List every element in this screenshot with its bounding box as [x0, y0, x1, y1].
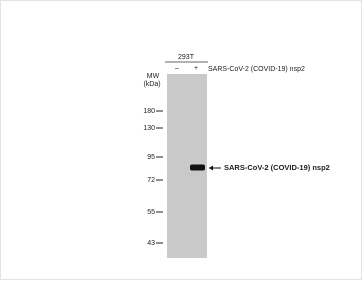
marker-label: 55 [147, 209, 155, 216]
mw-unit: (kDa) [143, 81, 160, 88]
marker-label: 95 [147, 154, 155, 161]
band [190, 165, 205, 171]
marker-label: 180 [143, 108, 155, 115]
lane-label: – [175, 65, 179, 72]
cell-line: 293T [178, 54, 195, 61]
band-label: SARS-CoV-2 (COVID-19) nsp2 [224, 163, 330, 172]
treatment-label: SARS-CoV-2 (COVID-19) nsp2 [208, 66, 305, 73]
marker-label: 72 [147, 177, 155, 184]
marker-label: 130 [143, 125, 155, 132]
figure: 293T – + SARS-CoV-2 (COVID-19) nsp2 MW (… [0, 0, 362, 280]
page: 293T – + SARS-CoV-2 (COVID-19) nsp2 MW (… [0, 0, 362, 280]
marker-label: 43 [147, 240, 155, 247]
mw-title: MW [147, 73, 160, 80]
lane-label: + [194, 65, 198, 72]
